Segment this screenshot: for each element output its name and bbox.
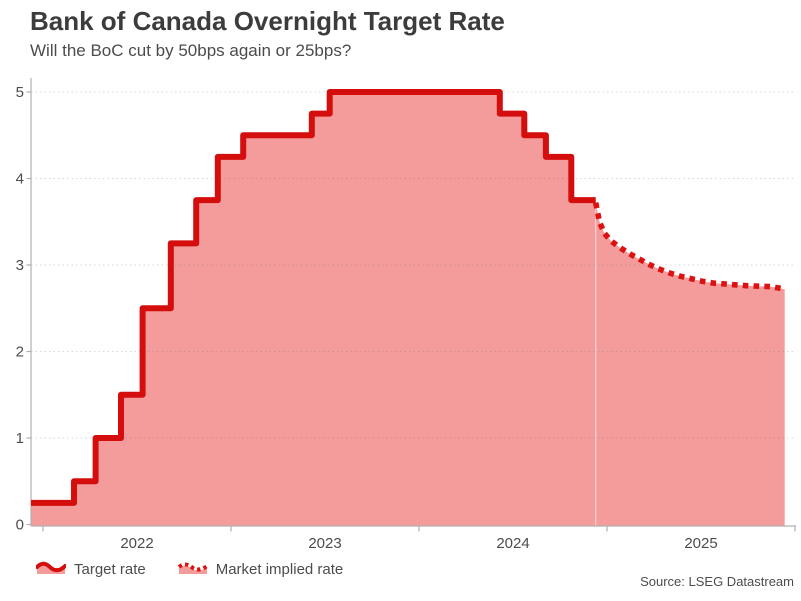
y-axis-label: 0 bbox=[16, 517, 24, 534]
legend-item-market-implied: Market implied rate bbox=[177, 559, 344, 580]
y-axis-label: 5 bbox=[16, 84, 24, 101]
chart-legend: Target rate Market implied rate bbox=[35, 559, 344, 580]
x-axis-label: 2022 bbox=[120, 535, 153, 552]
legend-label: Target rate bbox=[74, 561, 146, 578]
x-axis-label: 2024 bbox=[496, 535, 529, 552]
x-axis-label: 2023 bbox=[308, 535, 341, 552]
solid-line-swatch-icon bbox=[35, 559, 67, 580]
legend-label: Market implied rate bbox=[215, 561, 344, 578]
y-axis-label: 1 bbox=[16, 430, 24, 447]
market-implied-rate-line bbox=[592, 202, 786, 292]
y-axis-label: 3 bbox=[16, 257, 24, 274]
page-subtitle: Will the BoC cut by 50bps again or 25bps… bbox=[30, 41, 352, 60]
legend-item-target-rate: Target rate bbox=[35, 559, 146, 580]
target-rate-line bbox=[31, 89, 596, 506]
page-title: Bank of Canada Overnight Target Rate bbox=[30, 6, 505, 36]
source-credit: Source: LSEG Datastream bbox=[640, 574, 794, 589]
y-axis-label: 2 bbox=[16, 344, 24, 361]
y-axis-label: 4 bbox=[16, 171, 24, 188]
x-axis-label: 2025 bbox=[684, 535, 717, 552]
dotted-line-swatch-icon bbox=[177, 559, 208, 580]
